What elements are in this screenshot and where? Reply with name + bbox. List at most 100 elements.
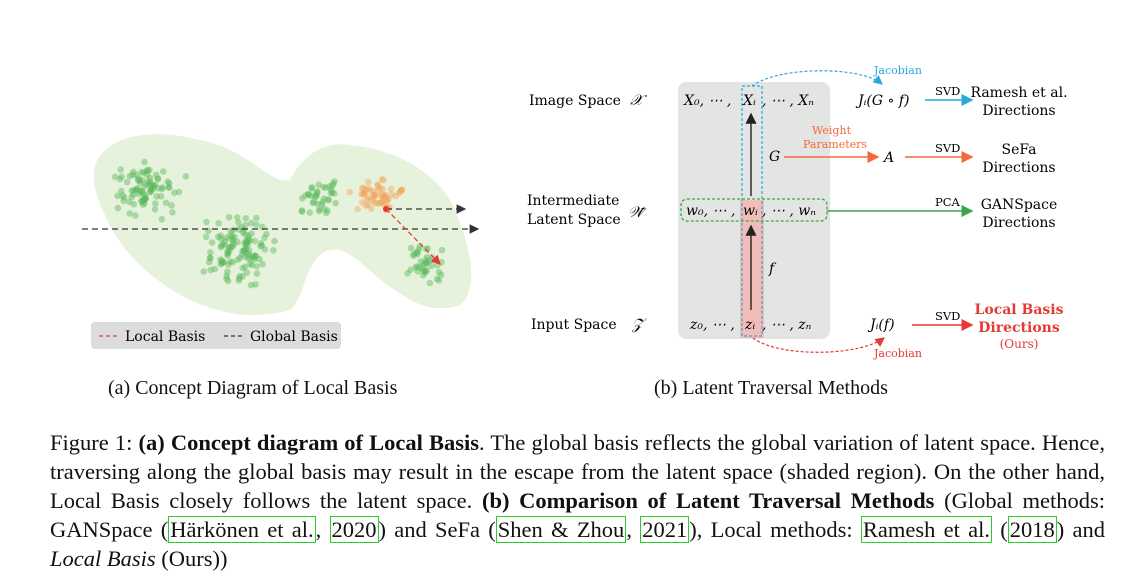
scatter-point xyxy=(407,266,415,274)
scatter-point xyxy=(250,254,258,261)
scatter-point xyxy=(215,220,222,227)
scatter-point xyxy=(377,199,384,206)
scatter-point xyxy=(224,252,231,259)
citation-ramesh[interactable]: Ramesh et al. xyxy=(860,516,992,543)
scatter-point xyxy=(437,271,445,279)
citation-ramesh-year[interactable]: 2018 xyxy=(1007,516,1057,543)
scatter-point xyxy=(366,187,374,194)
scatter-point xyxy=(165,184,173,191)
scatter-point xyxy=(244,250,251,257)
scatter-point xyxy=(380,200,388,208)
citation-shen-zhou[interactable]: Shen & Zhou xyxy=(495,516,627,543)
scatter-point xyxy=(153,193,160,200)
citation-harkonen[interactable]: Härkönen et al. xyxy=(168,516,316,543)
local-basis-arrow xyxy=(385,208,441,265)
scatter-point xyxy=(414,251,421,258)
citation-harkonen-year[interactable]: 2020 xyxy=(329,516,379,543)
scatter-point xyxy=(202,233,210,241)
scatter-point xyxy=(141,183,148,190)
scatter-point xyxy=(423,258,431,266)
scatter-point xyxy=(252,214,260,222)
scatter-point xyxy=(298,195,306,202)
scatter-point xyxy=(302,192,309,199)
scatter-point xyxy=(346,188,353,196)
row-label-intermediate-1: Intermediate xyxy=(527,193,619,209)
scatter-point xyxy=(313,189,321,196)
scatter-point xyxy=(235,277,243,284)
row-symbol-image: 𝒳 xyxy=(630,91,647,109)
scatter-point xyxy=(331,178,338,185)
scatter-point xyxy=(315,181,323,188)
scatter-point xyxy=(316,206,323,213)
scatter-point xyxy=(253,270,261,278)
caption-sep2: , xyxy=(626,517,641,542)
scatter-point xyxy=(305,191,312,198)
scatter-point xyxy=(207,266,214,274)
scatter-point xyxy=(171,189,178,196)
scatter-point xyxy=(228,243,236,250)
scatter-point xyxy=(208,239,216,246)
scatter-point xyxy=(224,249,232,257)
scatter-point xyxy=(118,187,125,195)
caption-b-text3: ), Local methods: xyxy=(689,517,861,542)
scatter-point xyxy=(328,189,336,196)
scatter-point xyxy=(263,230,270,238)
method-local-3: (Ours) xyxy=(1000,337,1039,351)
scatter-point xyxy=(320,183,327,191)
scatter-point xyxy=(364,201,372,209)
panel-a: Local Basis Global Basis xyxy=(82,134,480,349)
scatter-point xyxy=(143,171,151,179)
scatter-point xyxy=(242,239,250,247)
op-label-1: SVD xyxy=(935,84,960,98)
scatter-point xyxy=(114,192,121,200)
scatter-point xyxy=(236,254,244,262)
scatter-point xyxy=(298,207,306,214)
scatter-point xyxy=(132,186,140,193)
scatter-point xyxy=(116,175,124,183)
scatter-point xyxy=(253,263,261,270)
scatter-point xyxy=(130,168,137,176)
scatter-point xyxy=(385,195,392,203)
scatter-point xyxy=(438,258,445,266)
scatter-point xyxy=(251,252,259,259)
scatter-point xyxy=(314,188,321,195)
scatter-point xyxy=(252,281,259,288)
scatter-point xyxy=(258,242,266,249)
scatter-point xyxy=(416,263,424,271)
scatter-point xyxy=(423,267,430,274)
scatter-point xyxy=(233,214,241,221)
op-label-2: SVD xyxy=(935,141,960,155)
scatter-point xyxy=(398,186,406,194)
scatter-point xyxy=(308,192,315,200)
scatter-point xyxy=(318,201,326,208)
scatter-point xyxy=(224,268,231,275)
caption-sep1: , xyxy=(315,517,330,542)
scatter-point xyxy=(417,258,425,265)
scatter-point xyxy=(365,194,372,201)
scatter-point xyxy=(308,184,316,191)
scatter-point xyxy=(413,249,420,256)
scatter-point xyxy=(133,171,140,179)
scatter-point xyxy=(245,255,252,263)
scatter-point xyxy=(308,185,316,192)
scatter-point xyxy=(142,180,150,188)
scatter-point xyxy=(117,166,124,173)
anchor-point xyxy=(383,206,389,212)
scatter-point xyxy=(323,209,330,217)
citation-shen-zhou-year[interactable]: 2021 xyxy=(640,516,690,543)
weight-label-1: Weight xyxy=(812,124,852,137)
scatter-point xyxy=(361,189,368,197)
scatter-point xyxy=(330,180,337,187)
scatter-point xyxy=(362,202,370,209)
scatter-point xyxy=(372,199,380,207)
seq-z-left: z₀, ⋯ , xyxy=(689,317,735,333)
scatter-point xyxy=(362,186,370,193)
scatter-point xyxy=(157,193,165,200)
scatter-point xyxy=(375,186,382,194)
scatter-point xyxy=(227,258,234,265)
scatter-point xyxy=(248,230,255,237)
scatter-point xyxy=(128,187,136,194)
scatter-point xyxy=(415,245,423,253)
scatter-point xyxy=(140,191,148,198)
scatter-point xyxy=(423,245,430,253)
